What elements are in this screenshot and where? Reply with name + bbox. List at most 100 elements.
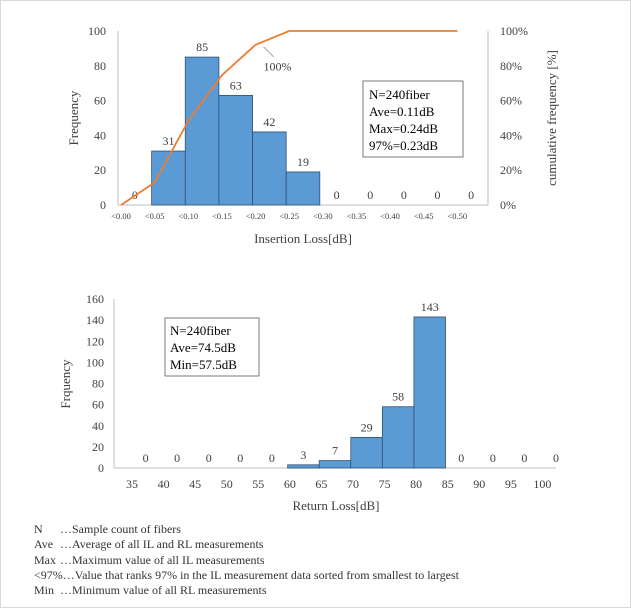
legend-key: N	[34, 522, 43, 536]
rl-x-tick-label: 75	[379, 477, 391, 491]
rl-x-tick-label: 85	[442, 477, 454, 491]
rl-y-tick-label: 140	[86, 313, 104, 327]
rl-x-tick-label: 95	[505, 477, 517, 491]
rl-bar-value: 0	[553, 451, 559, 465]
rl-bar	[413, 316, 446, 469]
il-bar	[285, 171, 321, 206]
il-y2-tick-label: 60%	[500, 94, 522, 108]
rl-y-tick-label: 80	[92, 377, 104, 391]
il-cumulative-label: 100%	[264, 60, 292, 74]
rl-bar-value: 0	[174, 451, 180, 465]
rl-bar-value: 0	[143, 451, 149, 465]
legend-row-n: N …Sample count of fibers	[34, 522, 459, 537]
legend-key: Ave	[34, 537, 54, 552]
il-y2-tick-label: 40%	[500, 128, 522, 142]
il-y2-tick-label: 0%	[500, 198, 516, 212]
rl-bar-value: 143	[421, 300, 439, 314]
il-bar-value: 0	[435, 188, 441, 202]
rl-y-tick-label: 20	[92, 440, 104, 454]
rl-y-tick-label: 160	[86, 292, 104, 306]
rl-bar	[381, 406, 415, 469]
il-x-tick-label: <0.45	[414, 211, 434, 221]
il-bar-value: 42	[263, 115, 275, 129]
il-bar-value: 0	[468, 188, 474, 202]
il-x-tick-label: <0.00	[111, 211, 131, 221]
il-y-tick-label: 100	[88, 24, 106, 38]
rl-stats-line: N=240fiber	[170, 323, 231, 338]
rl-x-tick-label: 40	[158, 477, 170, 491]
rl-bar-value: 0	[490, 451, 496, 465]
rl-bar-value: 0	[458, 451, 464, 465]
il-x-tick-label: <0.05	[145, 211, 165, 221]
il-bar-value: 0	[401, 188, 407, 202]
legend-row-min: Min …Minimum value of all RL measurements	[34, 583, 459, 598]
il-y-tick-label: 60	[94, 94, 106, 108]
il-bar	[184, 56, 220, 206]
abbreviation-legend: N …Sample count of fibers Ave …Average of …	[34, 522, 459, 598]
rl-x-tick-label: 80	[410, 477, 422, 491]
il-cumulative-line	[120, 30, 458, 206]
il-x-tick-label: <0.40	[380, 211, 400, 221]
il-bar-value: 0	[334, 188, 340, 202]
rl-bar-value: 0	[269, 451, 275, 465]
il-y-tick-label: 40	[94, 128, 106, 142]
rl-x-tick-label: 90	[473, 477, 485, 491]
il-bar-value: 0	[367, 188, 373, 202]
il-y-tick-label: 80	[94, 59, 106, 73]
legend-text: …Sample count of fibers	[60, 522, 181, 536]
legend-key: Max	[34, 552, 56, 567]
rl-bar-value: 0	[206, 451, 212, 465]
legend-key: Min	[34, 583, 55, 598]
il-bar	[218, 94, 253, 206]
rl-bar-value: 29	[361, 420, 373, 434]
legend-text: …Minimum value of all RL measurements	[60, 583, 267, 598]
il-x-tick-label: <0.25	[279, 211, 299, 221]
il-bar-value: 31	[162, 134, 174, 148]
rl-x-tick-label: 65	[315, 477, 327, 491]
legend-text: …Average of all IL and RL measurements	[60, 537, 264, 552]
il-bar-value: 63	[230, 78, 242, 92]
rl-stats-box	[164, 317, 260, 377]
il-y-axis-title: Frequency	[66, 90, 81, 145]
il-x-tick-label: <0.10	[178, 211, 198, 221]
il-stats-line: 97%=0.23dB	[369, 138, 438, 153]
rl-bar	[350, 436, 383, 469]
legend-row-ave: Ave …Average of all IL and RL measurement…	[34, 537, 459, 552]
rl-y-tick-label: 120	[86, 334, 104, 348]
il-x-tick-label: <0.35	[347, 211, 367, 221]
rl-x-tick-label: 35	[126, 477, 138, 491]
rl-x-tick-label: 55	[252, 477, 264, 491]
legend-text: …Maximum value of all IL measurements	[60, 552, 265, 567]
il-y-tick-label: 0	[100, 198, 106, 212]
legend-key: <97%	[34, 567, 63, 582]
rl-bar-value: 58	[392, 390, 404, 404]
il-y2-tick-label: 80%	[500, 59, 522, 73]
rl-x-tick-label: 70	[347, 477, 359, 491]
rl-bar	[287, 464, 320, 469]
rl-y-tick-label: 60	[92, 398, 104, 412]
rl-x-tick-label: 100	[533, 477, 551, 491]
rl-bar-value: 7	[332, 444, 338, 458]
rl-x-axis-title: Return Loss[dB]	[292, 498, 379, 513]
rl-x-tick-label: 60	[284, 477, 296, 491]
il-stats-line: Ave=0.11dB	[369, 104, 435, 119]
rl-bar-value: 3	[300, 448, 306, 462]
rl-y-tick-label: 40	[92, 419, 104, 433]
il-cumulative-leader	[263, 46, 274, 58]
rl-y-tick-label: 100	[86, 355, 104, 369]
rl-y-tick-label: 0	[98, 461, 104, 475]
il-y-tick-label: 20	[94, 163, 106, 177]
il-x-axis-title: Insertion Loss[dB]	[254, 231, 352, 246]
rl-y-axis-title: Frquency	[58, 359, 73, 409]
rl-x-tick-label: 50	[221, 477, 233, 491]
il-stats-box	[362, 80, 464, 158]
il-y2-tick-label: 100%	[500, 24, 528, 38]
il-bar-value: 19	[297, 155, 309, 169]
il-stats-line: Max=0.24dB	[369, 121, 438, 136]
il-y2-axis-title: cumulative frequency [%]	[544, 50, 559, 186]
il-x-tick-label: <0.15	[212, 211, 232, 221]
legend-row-97: <97%…Value that ranks 97% in the IL meas…	[34, 568, 459, 583]
legend-row-max: Max …Maximum value of all IL measurements	[34, 553, 459, 568]
